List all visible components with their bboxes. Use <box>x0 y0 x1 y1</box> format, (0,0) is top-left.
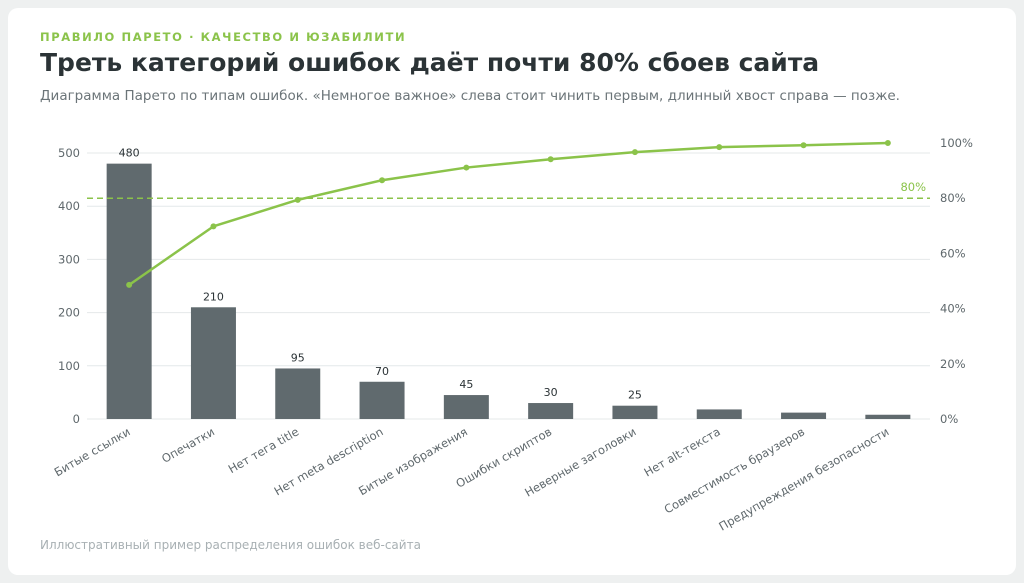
bar <box>190 307 236 419</box>
cumulative-point <box>126 281 133 288</box>
y2-tick-label: 60% <box>940 246 966 260</box>
bar <box>865 414 911 419</box>
cumulative-point <box>210 223 217 230</box>
cumulative-point <box>884 140 891 146</box>
bar <box>781 412 827 419</box>
y2-tick-label: 20% <box>940 357 966 371</box>
x-tick-label: Опечатки <box>159 424 217 465</box>
bar-value-label: 210 <box>203 290 224 303</box>
cumulative-point <box>800 142 807 149</box>
x-tick-label: Совместимость браузеров <box>662 424 808 516</box>
bar-value-label: 480 <box>119 147 140 160</box>
chart-card: ПРАВИЛО ПАРЕТО · КАЧЕСТВО И ЮЗАБИЛИТИ Тр… <box>8 8 1016 575</box>
chart-subtitle: Диаграмма Парето по типам ошибок. «Немно… <box>40 88 900 104</box>
bar-value-label: 70 <box>375 365 389 378</box>
cumulative-point <box>716 144 723 151</box>
bar <box>275 368 321 419</box>
y-tick-label: 100 <box>58 359 80 373</box>
cumulative-point <box>463 164 470 171</box>
chart-title: Треть категорий ошибок даёт почти 80% сб… <box>40 48 820 77</box>
bar-value-label: 45 <box>459 378 473 391</box>
cumulative-point <box>294 196 301 203</box>
y2-tick-label: 100% <box>940 136 973 150</box>
y-tick-label: 0 <box>73 412 80 426</box>
footnote: Иллюстративный пример распределения ошиб… <box>40 538 421 552</box>
cumulative-point <box>547 156 554 163</box>
bar <box>696 409 742 419</box>
y-tick-label: 200 <box>58 306 80 320</box>
bar <box>359 381 405 419</box>
x-tick-label: Нет тега title <box>226 424 301 476</box>
bar-value-label: 95 <box>291 351 305 364</box>
y2-tick-label: 0% <box>940 412 958 426</box>
x-tick-label: Предупреждения безопасности <box>716 424 891 533</box>
bar-value-label: 30 <box>544 386 558 399</box>
x-tick-label: Битые ссылки <box>52 424 133 479</box>
x-tick-label: Нет alt-текста <box>641 424 722 479</box>
bar-value-label: 25 <box>628 389 642 402</box>
y-tick-label: 400 <box>58 199 80 213</box>
cumulative-point <box>379 177 386 184</box>
y2-tick-label: 40% <box>940 302 966 316</box>
threshold-label: 80% <box>900 180 926 194</box>
cumulative-line <box>128 141 888 286</box>
bar <box>612 405 658 419</box>
bar <box>106 163 152 419</box>
cumulative-point <box>631 149 638 156</box>
bar <box>528 403 574 419</box>
eyebrow-label: ПРАВИЛО ПАРЕТО · КАЧЕСТВО И ЮЗАБИЛИТИ <box>40 30 407 44</box>
y2-tick-label: 80% <box>940 191 966 205</box>
y-tick-label: 500 <box>58 146 80 160</box>
y-tick-label: 300 <box>58 252 80 266</box>
bar <box>443 395 489 419</box>
